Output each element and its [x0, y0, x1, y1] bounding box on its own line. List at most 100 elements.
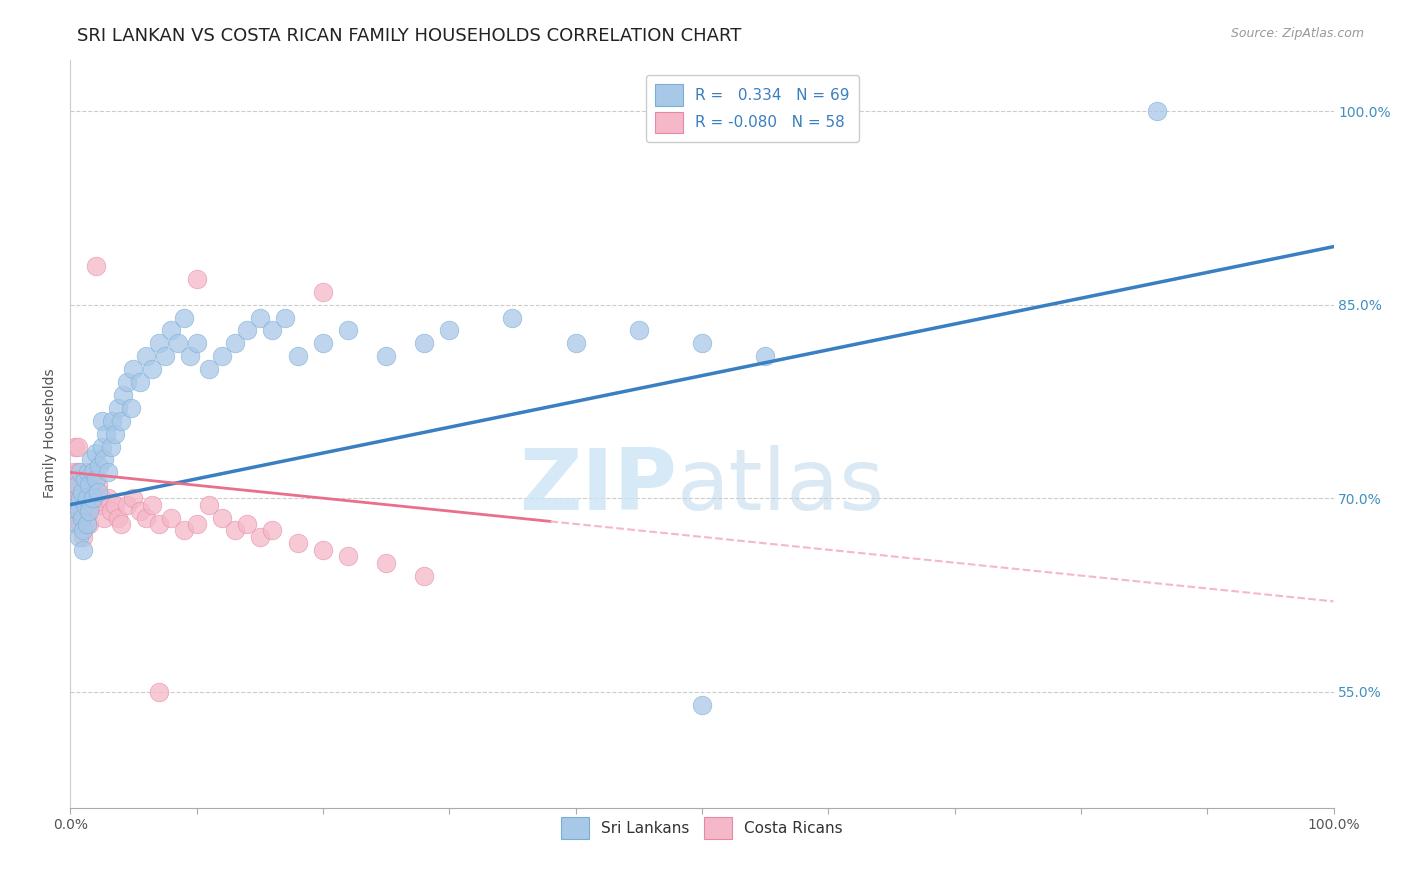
Point: [75, 478, 97, 492]
Point: [135, 510, 157, 524]
Point: [97, 491, 120, 505]
Point: [76, 516, 98, 531]
Point: [100, 504, 122, 518]
Point: [66, 466, 89, 480]
Point: [211, 510, 233, 524]
Point: [413, 336, 436, 351]
Point: [110, 414, 132, 428]
Point: [87, 478, 110, 492]
Point: [337, 323, 360, 337]
Point: [107, 510, 129, 524]
Point: [115, 498, 138, 512]
Point: [69, 491, 91, 505]
Point: [67, 504, 90, 518]
Point: [262, 524, 284, 538]
Point: [65, 440, 87, 454]
Point: [66, 478, 89, 492]
Point: [66, 516, 89, 531]
Point: [101, 414, 124, 428]
Point: [128, 375, 150, 389]
Point: [97, 466, 120, 480]
Point: [413, 568, 436, 582]
Point: [186, 516, 208, 531]
Point: [148, 336, 170, 351]
Point: [236, 516, 259, 531]
Point: [211, 349, 233, 363]
Point: [128, 504, 150, 518]
Text: SRI LANKAN VS COSTA RICAN FAMILY HOUSEHOLDS CORRELATION CHART: SRI LANKAN VS COSTA RICAN FAMILY HOUSEHO…: [77, 27, 742, 45]
Point: [198, 498, 221, 512]
Point: [224, 336, 246, 351]
Point: [120, 401, 142, 415]
Point: [84, 446, 107, 460]
Point: [79, 498, 101, 512]
Point: [274, 310, 297, 325]
Point: [110, 516, 132, 531]
Point: [287, 349, 309, 363]
Point: [70, 504, 93, 518]
Point: [75, 498, 97, 512]
Point: [73, 516, 96, 531]
Point: [90, 414, 112, 428]
Point: [90, 491, 112, 505]
Point: [66, 498, 89, 512]
Point: [79, 452, 101, 467]
Point: [173, 524, 195, 538]
Point: [87, 484, 110, 499]
Point: [72, 524, 94, 538]
Point: [160, 323, 183, 337]
Point: [76, 491, 98, 505]
Point: [166, 336, 188, 351]
Point: [375, 349, 398, 363]
Point: [375, 556, 398, 570]
Text: ZIP: ZIP: [519, 444, 676, 527]
Point: [1146, 104, 1168, 119]
Point: [198, 362, 221, 376]
Point: [75, 472, 97, 486]
Point: [103, 426, 125, 441]
Point: [84, 472, 107, 486]
Point: [77, 516, 100, 531]
Point: [153, 349, 176, 363]
Point: [66, 491, 89, 505]
Point: [103, 498, 125, 512]
Point: [82, 466, 104, 480]
Point: [72, 542, 94, 557]
Point: [67, 478, 90, 492]
Point: [69, 491, 91, 505]
Point: [66, 516, 89, 531]
Point: [89, 458, 111, 473]
Point: [312, 542, 335, 557]
Point: [76, 504, 98, 518]
Text: Source: ZipAtlas.com: Source: ZipAtlas.com: [1230, 27, 1364, 40]
Point: [690, 698, 713, 712]
Point: [249, 310, 271, 325]
Point: [90, 440, 112, 454]
Point: [141, 362, 163, 376]
Point: [63, 466, 86, 480]
Point: [337, 549, 360, 564]
Point: [564, 336, 586, 351]
Point: [89, 498, 111, 512]
Point: [84, 491, 107, 505]
Point: [135, 349, 157, 363]
Point: [160, 510, 183, 524]
Point: [72, 530, 94, 544]
Point: [93, 510, 115, 524]
Point: [122, 362, 145, 376]
Point: [84, 259, 107, 273]
Point: [173, 310, 195, 325]
Point: [112, 388, 135, 402]
Point: [66, 478, 89, 492]
Point: [312, 336, 335, 351]
Point: [148, 516, 170, 531]
Point: [80, 484, 103, 499]
Point: [107, 401, 129, 415]
Point: [100, 440, 122, 454]
Point: [93, 452, 115, 467]
Point: [179, 349, 201, 363]
Point: [690, 336, 713, 351]
Point: [627, 323, 650, 337]
Point: [141, 498, 163, 512]
Point: [67, 504, 90, 518]
